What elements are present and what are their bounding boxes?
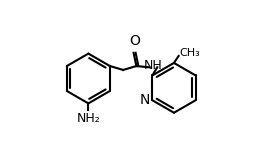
- Text: CH₃: CH₃: [179, 48, 200, 58]
- Text: NH: NH: [144, 59, 163, 72]
- Text: NH₂: NH₂: [77, 112, 100, 125]
- Text: N: N: [139, 93, 150, 107]
- Text: O: O: [129, 34, 140, 48]
